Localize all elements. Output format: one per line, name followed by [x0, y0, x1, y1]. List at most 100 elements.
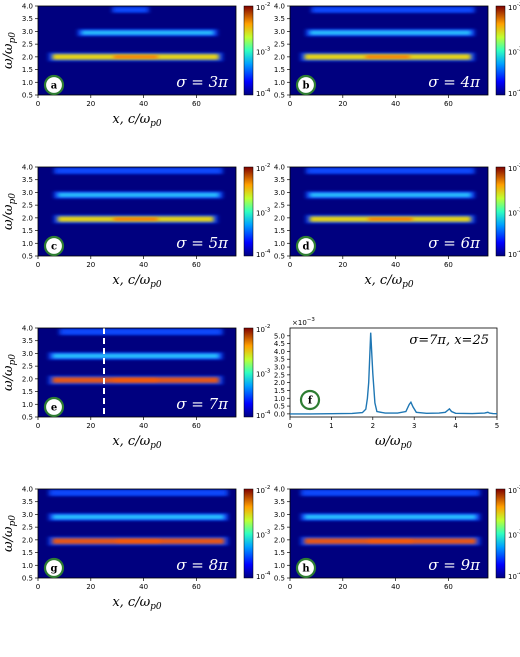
colorbar [495, 5, 506, 96]
band-core [309, 192, 471, 198]
heatmap-bands [53, 167, 223, 224]
y-tick-label: 5.0 [274, 332, 285, 340]
band-peak [365, 55, 410, 59]
colorbar-tick-label: 10-4 [256, 88, 271, 98]
colorbar-tick-label: 10-4 [256, 410, 271, 420]
sigma-label: σ = 8π [176, 556, 229, 574]
x-tick-label: 20 [86, 261, 95, 269]
x-tick-label: 40 [139, 100, 148, 108]
colorbar-tick-label: 10-4 [508, 249, 520, 259]
colorbar-tick-label: 10-2 [256, 485, 270, 495]
heatmap-bands [48, 489, 229, 546]
panel-badge-letter: h [302, 564, 310, 575]
x-tick-label: 60 [444, 100, 453, 108]
y-tick-label: 2.0 [22, 375, 33, 383]
panel-badge-letter: c [51, 242, 57, 253]
panel-badge-letter: a [51, 81, 58, 92]
x-tick-label: 5 [495, 422, 499, 430]
y-tick-label: 3.0 [274, 189, 285, 197]
band-core [52, 353, 219, 359]
y-axis-label: ω/ωp0 [1, 32, 18, 69]
panel-badge-letter: d [303, 242, 310, 253]
heatmap-bands [300, 489, 481, 546]
sigma-label: σ = 6π [428, 234, 481, 252]
panel-badge [43, 396, 65, 418]
heatmap-bands [300, 6, 475, 62]
y-tick-label: 0.5 [22, 92, 33, 100]
x-tick-label: 60 [192, 100, 201, 108]
x-tick-label: 60 [444, 583, 453, 591]
x-axis-label: ω/ωp0 [375, 434, 412, 451]
axes-frame [37, 488, 237, 579]
axes-frame [289, 327, 498, 418]
axes-frame [289, 488, 489, 579]
y-tick-label: 3.5 [22, 15, 33, 23]
spectrum-line [290, 332, 498, 415]
colorbar-tick-label: 10-4 [508, 571, 520, 581]
y-tick-label: 3.0 [22, 189, 33, 197]
y-tick-label: 4.0 [274, 486, 285, 494]
band-core [304, 514, 477, 520]
x-tick-label: 60 [192, 261, 201, 269]
panel-badge [295, 74, 317, 96]
y-tick-label: 3.0 [274, 511, 285, 519]
x-axis-label: x, c/ωp0 [112, 595, 162, 612]
band-core [81, 30, 214, 35]
band-core [63, 330, 219, 334]
sigma-label: σ = 3π [176, 73, 229, 91]
y-tick-label: 2.5 [274, 41, 285, 49]
y-tick-label: 2.0 [274, 53, 285, 61]
sigma-label: σ = 7π [176, 395, 229, 413]
band-peak [368, 217, 413, 221]
y-tick-label: 2.5 [22, 524, 33, 532]
y-tick-label: 4.0 [22, 164, 33, 172]
band-core [52, 491, 225, 495]
y-multiplier: ×10−3 [292, 317, 315, 327]
y-tick-label: 1.5 [22, 227, 33, 235]
y-tick-label: 2.5 [22, 363, 33, 371]
x-tick-label: 0 [36, 261, 40, 269]
y-tick-label: 3.0 [22, 350, 33, 358]
x-axis-label: x, c/ωp0 [364, 273, 414, 290]
y-tick-label: 3.5 [274, 498, 285, 506]
axes-frame [37, 5, 237, 96]
x-tick-label: 20 [338, 261, 347, 269]
axes-frame [37, 327, 237, 418]
y-tick-label: 3.5 [274, 176, 285, 184]
band-core [57, 169, 219, 173]
x-tick-label: 4 [453, 422, 458, 430]
heatmap-bands [48, 328, 223, 385]
y-tick-label: 3.0 [22, 28, 33, 36]
x-tick-label: 1 [329, 422, 333, 430]
y-tick-label: 1.0 [22, 401, 33, 409]
band-core [304, 491, 477, 495]
heatmap-background [290, 489, 488, 578]
y-tick-label: 4.0 [22, 325, 33, 333]
panel-c: 0 20 40 60 0.5 1.0 1.5 2.0 2.5 3.0 3.5 4.0 10-2 10-3 1… [1, 163, 271, 290]
y-tick-label: 2.0 [274, 214, 285, 222]
panel-f: 0 1 2 3 4 5 0.00.51.01.52.02.53.03.54.04.55.0 ×… [274, 317, 499, 451]
y-tick-label: 2.5 [22, 41, 33, 49]
sigma-label: σ = 5π [176, 234, 229, 252]
axes-frame [289, 166, 489, 257]
heatmap-background [38, 167, 236, 256]
panel-badge [43, 557, 65, 579]
y-tick-label: 2.5 [274, 524, 285, 532]
y-tick-label: 1.5 [22, 388, 33, 396]
y-tick-label: 0.5 [274, 403, 285, 411]
colorbar-tick-label: 10-4 [508, 88, 520, 98]
band-core [315, 8, 471, 12]
x-tick-label: 0 [288, 261, 292, 269]
y-tick-label: 2.5 [22, 202, 33, 210]
y-axis-label: ω/ωp0 [1, 354, 18, 391]
panel-badge [43, 235, 65, 257]
y-tick-label: 2.5 [274, 371, 285, 379]
panel-h: 0 20 40 60 0.5 1.0 1.5 2.0 2.5 3.0 3.5 4.0 10-2 10-3 1… [274, 485, 520, 591]
y-tick-label: 4.0 [274, 164, 285, 172]
band-core [309, 169, 471, 173]
y-tick-label: 1.0 [22, 562, 33, 570]
y-tick-label: 0.5 [22, 414, 33, 422]
colorbar-tick-label: 10-2 [508, 485, 520, 495]
x-tick-label: 60 [192, 583, 201, 591]
colorbar-tick-label: 10-4 [256, 249, 271, 259]
